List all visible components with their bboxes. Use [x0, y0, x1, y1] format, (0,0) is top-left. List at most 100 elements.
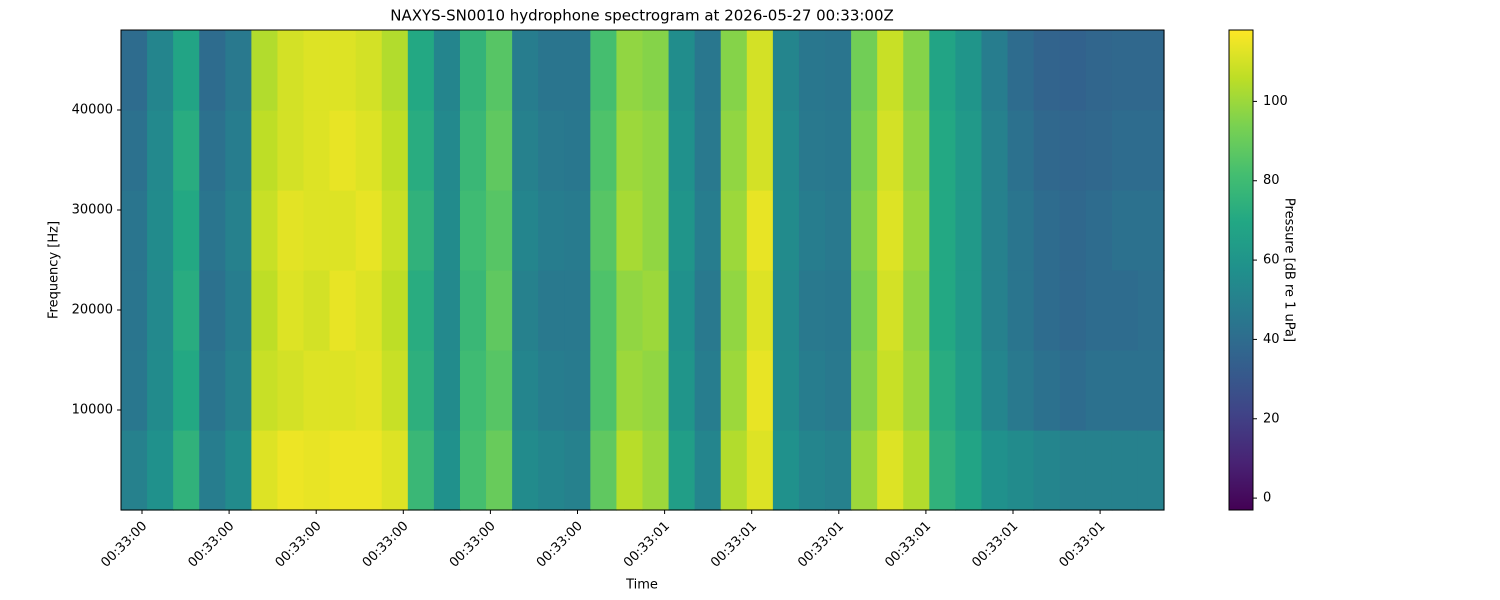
cell: [851, 430, 878, 511]
cell: [277, 270, 305, 351]
cell: [825, 110, 852, 191]
cell: [929, 350, 956, 431]
cell: [746, 110, 774, 191]
cell: [851, 190, 878, 271]
cell: [355, 350, 383, 431]
x-tick-label: 00:33:00: [447, 519, 499, 571]
cell: [590, 190, 618, 271]
cell: [147, 190, 174, 271]
cell: [720, 110, 748, 191]
cell: [433, 190, 461, 271]
cell: [1033, 30, 1061, 111]
colorbar-tick-label: 40: [1263, 332, 1280, 347]
cell: [121, 110, 148, 191]
cell: [1033, 430, 1061, 511]
cell: [616, 430, 644, 511]
cell: [642, 430, 670, 511]
cell: [381, 190, 409, 271]
colorbar-tick-label: 80: [1263, 173, 1280, 188]
cell: [512, 350, 539, 431]
cell: [329, 430, 357, 511]
cell: [1033, 190, 1061, 271]
cell: [851, 110, 878, 191]
cell: [642, 110, 670, 191]
x-tick-label: 00:33:00: [273, 519, 325, 571]
cell: [225, 270, 252, 351]
cell: [173, 190, 200, 271]
cell: [590, 30, 618, 111]
cell: [981, 30, 1009, 111]
cell: [903, 30, 930, 111]
cell: [1137, 350, 1165, 431]
cell: [981, 430, 1009, 511]
cell: [929, 30, 956, 111]
cell: [251, 190, 279, 271]
cell: [825, 430, 852, 511]
cell: [512, 110, 539, 191]
cell: [564, 430, 591, 511]
cell: [877, 350, 904, 431]
x-tick-label: 00:33:00: [360, 519, 412, 571]
cell: [1111, 350, 1139, 431]
cell: [147, 430, 174, 511]
cell: [903, 110, 930, 191]
cell: [381, 430, 409, 511]
cell: [903, 190, 930, 271]
cell: [564, 350, 591, 431]
cell: [303, 110, 331, 191]
y-tick-label: 10000: [72, 403, 113, 418]
cell: [668, 30, 696, 111]
cell: [173, 30, 200, 111]
plot-frame: [120, 29, 1165, 511]
cell: [616, 190, 644, 271]
cell: [199, 190, 226, 271]
cell: [121, 350, 148, 431]
cell: [590, 430, 618, 511]
cell: [329, 190, 357, 271]
cell: [642, 30, 670, 111]
cell: [1137, 30, 1165, 111]
cell: [668, 430, 696, 511]
cell: [955, 110, 983, 191]
cell: [720, 270, 748, 351]
y-tick-label: 20000: [72, 303, 113, 318]
cell: [955, 430, 983, 511]
cell: [590, 110, 618, 191]
cell: [1085, 270, 1113, 351]
cell: [251, 30, 279, 111]
cell: [1059, 350, 1087, 431]
colorbar: [1228, 29, 1254, 511]
cell: [1085, 430, 1113, 511]
cell: [616, 30, 644, 111]
cell: [955, 270, 983, 351]
cell: [877, 270, 904, 351]
cell: [303, 30, 331, 111]
cell: [538, 270, 565, 351]
colorbar-tick-label: 100: [1263, 94, 1288, 109]
cell: [225, 110, 252, 191]
cell: [538, 110, 565, 191]
cell: [1059, 110, 1087, 191]
cell: [173, 270, 200, 351]
cell: [147, 350, 174, 431]
cell: [1085, 190, 1113, 271]
cell: [877, 190, 904, 271]
x-tick-label: 00:33:00: [98, 519, 150, 571]
cell: [486, 190, 513, 271]
x-tick-label: 00:33:01: [795, 519, 847, 571]
cell: [1059, 30, 1087, 111]
cell: [433, 430, 461, 511]
cell: [694, 30, 722, 111]
cell: [955, 190, 983, 271]
cell: [825, 30, 852, 111]
cell: [538, 430, 565, 511]
cell: [225, 30, 252, 111]
cell: [564, 110, 591, 191]
cell: [512, 30, 539, 111]
cell: [798, 30, 826, 111]
cell: [772, 350, 800, 431]
cell: [1137, 110, 1165, 191]
x-tick-label: 00:33:01: [621, 519, 673, 571]
cell: [668, 270, 696, 351]
cell: [720, 430, 748, 511]
